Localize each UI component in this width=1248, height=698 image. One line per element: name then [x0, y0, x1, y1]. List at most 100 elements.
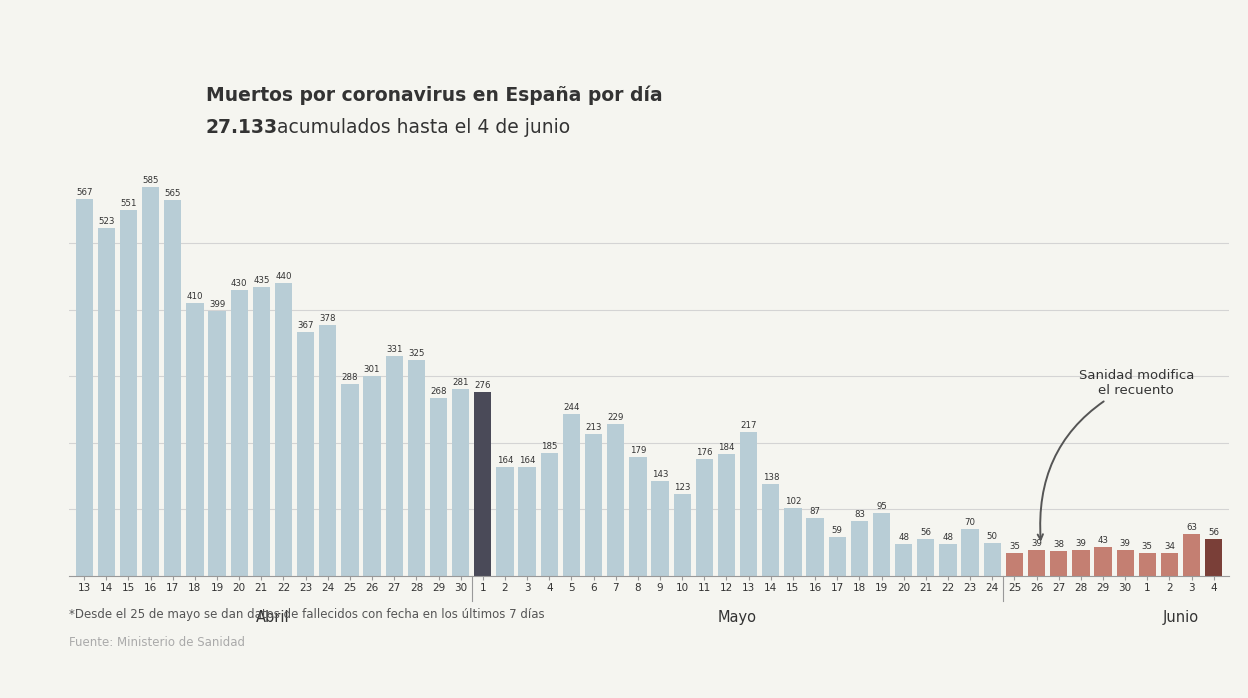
- Bar: [540, 453, 558, 576]
- Text: 164: 164: [519, 456, 535, 465]
- Text: 56: 56: [1208, 528, 1219, 537]
- Bar: [718, 454, 735, 576]
- Text: 281: 281: [453, 378, 469, 387]
- Bar: [1117, 550, 1134, 576]
- Text: *Desde el 25 de mayo se dan datos de fallecidos con fecha en los últimos 7 días: *Desde el 25 de mayo se dan datos de fal…: [69, 608, 544, 621]
- Text: Fuente: Ministerio de Sanidad: Fuente: Ministerio de Sanidad: [69, 636, 245, 648]
- Bar: [275, 283, 292, 576]
- Text: 48: 48: [942, 533, 953, 542]
- Bar: [97, 228, 115, 576]
- Text: 176: 176: [696, 448, 713, 457]
- Bar: [806, 518, 824, 576]
- Bar: [142, 187, 160, 576]
- Bar: [983, 542, 1001, 576]
- Text: 39: 39: [1076, 539, 1086, 548]
- Bar: [674, 494, 691, 576]
- Bar: [563, 414, 580, 576]
- Bar: [1094, 547, 1112, 576]
- Text: 179: 179: [630, 446, 646, 455]
- Text: 48: 48: [899, 533, 910, 542]
- Text: 435: 435: [253, 276, 270, 285]
- Text: 39: 39: [1119, 539, 1131, 548]
- Bar: [829, 537, 846, 576]
- Text: 268: 268: [431, 387, 447, 396]
- Bar: [120, 209, 137, 576]
- Text: Mayo: Mayo: [718, 611, 758, 625]
- Bar: [784, 508, 801, 576]
- Text: 567: 567: [76, 188, 92, 197]
- Text: 95: 95: [876, 502, 887, 511]
- Text: 56: 56: [920, 528, 931, 537]
- Bar: [186, 304, 203, 576]
- Bar: [76, 199, 92, 576]
- Bar: [1050, 551, 1067, 576]
- Text: 87: 87: [810, 507, 821, 516]
- Text: 63: 63: [1186, 523, 1197, 532]
- Bar: [917, 539, 935, 576]
- Bar: [1006, 553, 1023, 576]
- Text: 217: 217: [740, 421, 756, 429]
- Text: Muertos por coronavirus en España por día: Muertos por coronavirus en España por dí…: [206, 86, 663, 105]
- Text: 102: 102: [785, 497, 801, 506]
- Bar: [518, 467, 535, 576]
- Bar: [297, 332, 314, 576]
- Bar: [695, 459, 713, 576]
- Text: 35: 35: [1008, 542, 1020, 551]
- Text: 59: 59: [832, 526, 842, 535]
- Text: 39: 39: [1031, 539, 1042, 548]
- Text: 399: 399: [208, 299, 225, 309]
- Bar: [740, 431, 758, 576]
- Text: 430: 430: [231, 279, 247, 288]
- Text: 43: 43: [1097, 536, 1108, 545]
- Bar: [851, 521, 869, 576]
- Bar: [607, 424, 624, 576]
- Bar: [961, 529, 978, 576]
- Bar: [651, 481, 669, 576]
- Text: 288: 288: [342, 373, 358, 383]
- Text: 551: 551: [120, 198, 137, 207]
- Bar: [474, 392, 492, 576]
- Text: 123: 123: [674, 483, 690, 492]
- Text: 138: 138: [763, 473, 779, 482]
- Bar: [585, 434, 603, 576]
- Text: acumulados hasta el 4 de junio: acumulados hasta el 4 de junio: [271, 118, 570, 137]
- Text: 143: 143: [651, 470, 668, 479]
- Bar: [940, 544, 957, 576]
- Bar: [452, 389, 469, 576]
- Bar: [408, 359, 426, 576]
- Text: 70: 70: [965, 519, 976, 527]
- Text: 164: 164: [497, 456, 513, 465]
- Text: 213: 213: [585, 423, 602, 432]
- Text: 229: 229: [608, 413, 624, 422]
- Text: 184: 184: [719, 443, 735, 452]
- Text: 185: 185: [542, 442, 558, 451]
- Text: 585: 585: [142, 176, 158, 185]
- Text: 38: 38: [1053, 540, 1065, 549]
- Bar: [208, 311, 226, 576]
- Text: Abril: Abril: [256, 611, 290, 625]
- Text: Junio: Junio: [1162, 611, 1198, 625]
- Text: 331: 331: [386, 345, 403, 354]
- Text: 83: 83: [854, 510, 865, 519]
- Bar: [231, 290, 248, 576]
- Text: 565: 565: [165, 189, 181, 198]
- Text: 378: 378: [319, 313, 336, 322]
- Text: 325: 325: [408, 349, 424, 358]
- Bar: [252, 287, 270, 576]
- Bar: [341, 385, 358, 576]
- Bar: [163, 200, 181, 576]
- Bar: [386, 356, 403, 576]
- Bar: [319, 325, 337, 576]
- Text: 34: 34: [1164, 542, 1174, 551]
- Text: 523: 523: [99, 217, 115, 226]
- Bar: [1183, 534, 1201, 576]
- Bar: [872, 513, 890, 576]
- Text: 367: 367: [297, 321, 314, 330]
- Bar: [497, 467, 514, 576]
- Bar: [1161, 554, 1178, 576]
- Text: Sanidad modifica
el recuento: Sanidad modifica el recuento: [1037, 369, 1194, 540]
- Text: 244: 244: [563, 403, 579, 412]
- Text: 410: 410: [187, 292, 203, 302]
- Bar: [1206, 539, 1222, 576]
- Bar: [1138, 553, 1156, 576]
